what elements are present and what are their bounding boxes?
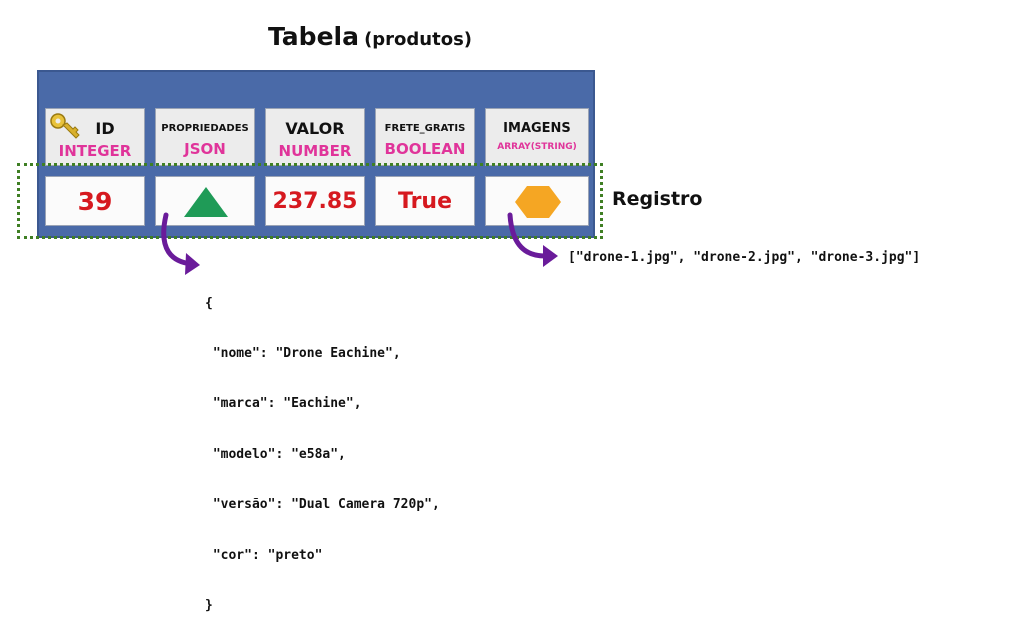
- value-id: 39: [77, 187, 113, 216]
- column-type-frete-gratis: BOOLEAN: [384, 140, 466, 158]
- column-type-propriedades: JSON: [184, 140, 226, 158]
- json-line: "modelo": "e58a",: [205, 446, 346, 462]
- table-panel: ID INTEGER PROPRIEDADES JSON VALOR NUMBE…: [37, 70, 595, 238]
- arrow-to-array: [507, 212, 551, 259]
- json-line: {: [205, 295, 213, 311]
- json-line: "versão": "Dual Camera 720p",: [205, 497, 440, 513]
- column-type-valor: NUMBER: [278, 142, 352, 160]
- arrow-head-json: [185, 253, 200, 275]
- hexagon-icon: [515, 186, 561, 218]
- column-header-imagens: IMAGENS ARRAY(STRING): [485, 108, 589, 166]
- value-cell-valor: 237.85: [265, 176, 365, 226]
- json-line: "nome": "Drone Eachine",: [205, 345, 401, 361]
- value-cell-imagens: [485, 176, 589, 226]
- column-header-id: ID INTEGER: [45, 108, 145, 166]
- value-valor: 237.85: [272, 189, 358, 214]
- arrow-head-array: [543, 245, 558, 267]
- triangle-icon: [184, 187, 228, 217]
- column-type-imagens: ARRAY(STRING): [497, 142, 577, 152]
- column-type-id: INTEGER: [58, 142, 132, 160]
- column-header-propriedades: PROPRIEDADES JSON: [155, 108, 255, 166]
- value-frete-gratis: True: [397, 189, 453, 214]
- column-name-valor: VALOR: [285, 119, 345, 138]
- value-cell-propriedades: [155, 176, 255, 226]
- column-header-frete-gratis: FRETE_GRATIS BOOLEAN: [375, 108, 475, 166]
- column-name-frete-gratis: FRETE_GRATIS: [384, 123, 466, 134]
- json-line: "cor": "preto": [205, 547, 323, 563]
- column-name-propriedades: PROPRIEDADES: [161, 123, 249, 134]
- column-name-imagens: IMAGENS: [503, 121, 571, 136]
- column-name-id: ID: [95, 119, 115, 138]
- value-cell-id: 39: [45, 176, 145, 226]
- key-icon: [50, 113, 80, 139]
- diagram-title: Tabela (produtos): [0, 22, 740, 51]
- value-cell-frete-gratis: True: [375, 176, 475, 226]
- record-label: Registro: [612, 188, 703, 210]
- title-sub: (produtos): [364, 29, 473, 50]
- title-main: Tabela: [267, 22, 359, 51]
- images-array-text: ["drone-1.jpg", "drone-2.jpg", "drone-3.…: [568, 250, 921, 265]
- json-line: }: [205, 597, 213, 613]
- arrows-overlay: [161, 212, 558, 275]
- record-highlight: [17, 163, 603, 239]
